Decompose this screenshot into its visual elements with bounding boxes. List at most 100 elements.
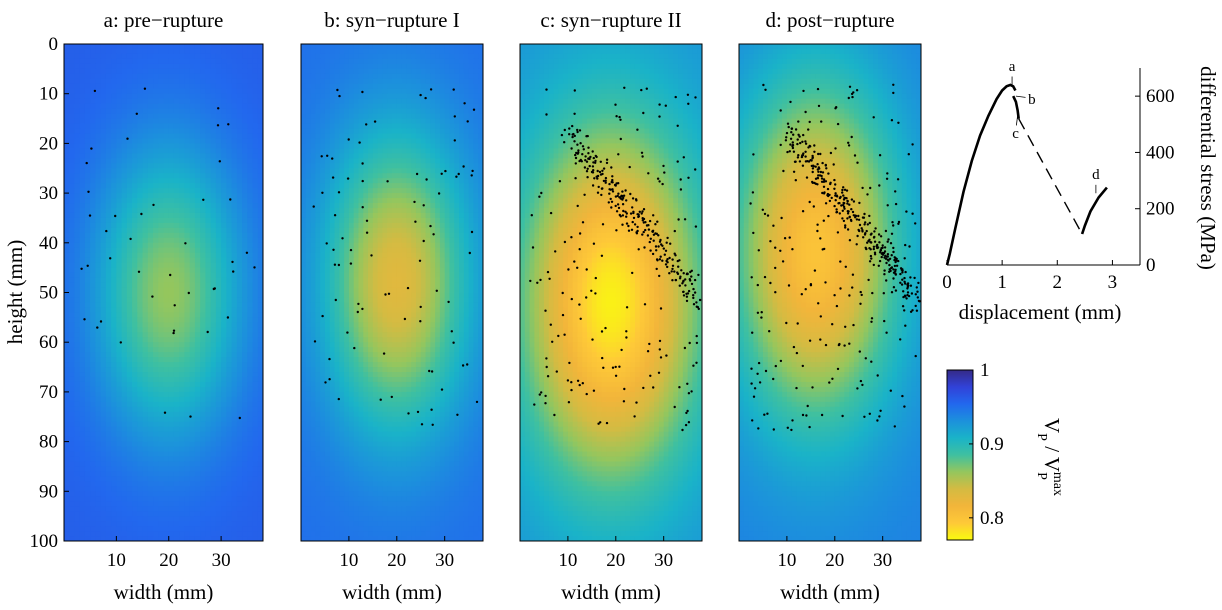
heatmap-cell xyxy=(164,133,170,139)
heatmap-cell xyxy=(301,64,306,70)
heatmap-cell xyxy=(137,248,143,254)
heatmap-cell xyxy=(64,516,70,522)
heatmap-cell xyxy=(226,288,232,294)
heatmap-cell xyxy=(190,79,196,85)
heatmap-cell xyxy=(421,74,426,80)
heatmap-cell xyxy=(80,64,86,70)
heatmap-cell xyxy=(216,427,222,433)
heatmap-cell xyxy=(344,168,349,174)
heatmap-cell xyxy=(232,64,238,70)
heatmap-cell xyxy=(80,153,86,159)
heatmap-cell xyxy=(95,183,101,189)
heatmap-cell xyxy=(416,44,421,50)
heatmap-cell xyxy=(74,213,80,219)
heatmap-cell xyxy=(449,178,454,184)
y-tick-label: 50 xyxy=(39,283,58,304)
heatmap-cell xyxy=(90,447,96,453)
heatmap-cell xyxy=(95,273,101,279)
heatmap-cell xyxy=(200,312,206,318)
heatmap-cell xyxy=(469,54,474,60)
heatmap-cell xyxy=(101,263,107,269)
heatmap-cell xyxy=(85,54,91,60)
heatmap-cell xyxy=(127,243,133,249)
heatmap-cell xyxy=(195,312,201,318)
heatmap-cell xyxy=(174,79,180,85)
heatmap-cell xyxy=(247,496,253,502)
heatmap-cell xyxy=(179,238,185,244)
heatmap-cell xyxy=(205,347,211,353)
heatmap-cell xyxy=(373,114,378,120)
heatmap-cell xyxy=(237,74,243,80)
heatmap-cell xyxy=(90,452,96,458)
heatmap-cell xyxy=(127,168,133,174)
heatmap-cell xyxy=(116,412,122,418)
heatmap-cell xyxy=(158,293,164,299)
heatmap-cell xyxy=(195,362,201,368)
heatmap-cell xyxy=(127,501,133,507)
heatmap-cell xyxy=(153,307,159,313)
heatmap-cell xyxy=(216,417,222,423)
heatmap-cell xyxy=(90,109,96,115)
heatmap-cell xyxy=(242,382,248,388)
heatmap-cell xyxy=(90,293,96,299)
heatmap-cell xyxy=(211,437,217,443)
heatmap-cell xyxy=(195,99,201,105)
heatmap-cell xyxy=(174,457,180,463)
heatmap-cell xyxy=(435,153,440,159)
heatmap-cell xyxy=(435,178,440,184)
heatmap-cell xyxy=(169,382,175,388)
heatmap-cell xyxy=(195,109,201,115)
heatmap-cell xyxy=(122,486,128,492)
heatmap-cell xyxy=(216,173,222,179)
heatmap-cell xyxy=(164,352,170,358)
heatmap-cell xyxy=(247,258,253,264)
heatmap-cell xyxy=(95,377,101,383)
heatmap-cell xyxy=(169,362,175,368)
heatmap-cell xyxy=(169,466,175,472)
ae-event xyxy=(169,274,171,276)
heatmap-cell xyxy=(232,49,238,55)
heatmap-cell xyxy=(190,297,196,303)
heatmap-cell xyxy=(205,521,211,527)
heatmap-cell xyxy=(80,516,86,522)
heatmap-cell xyxy=(74,417,80,423)
heatmap-cell xyxy=(237,84,243,90)
heatmap-cell xyxy=(237,531,243,537)
heatmap-cell xyxy=(315,109,320,115)
heatmap-cell xyxy=(85,526,91,532)
heatmap-cell xyxy=(216,69,222,75)
heatmap-cell xyxy=(237,461,243,467)
heatmap-cell xyxy=(200,143,206,149)
heatmap-cell xyxy=(148,148,154,154)
heatmap-cell xyxy=(111,526,117,532)
heatmap-cell xyxy=(148,74,154,80)
heatmap-cell xyxy=(74,238,80,244)
heatmap-cell xyxy=(190,253,196,259)
heatmap-cell xyxy=(247,332,253,338)
heatmap-cell xyxy=(373,49,378,55)
heatmap-cell xyxy=(464,64,469,70)
heatmap-cell xyxy=(449,99,454,105)
heatmap-cell xyxy=(406,64,411,70)
heatmap-cell xyxy=(143,461,149,467)
heatmap-cell xyxy=(387,59,392,65)
heatmap-cell xyxy=(74,481,80,487)
heatmap-cell xyxy=(200,99,206,105)
heatmap-cell xyxy=(74,307,80,313)
heatmap-cell xyxy=(242,114,248,120)
heatmap-cell xyxy=(216,476,222,482)
heatmap-cell xyxy=(335,44,340,50)
heatmap-cell xyxy=(74,362,80,368)
heatmap-cell xyxy=(169,168,175,174)
heatmap-cell xyxy=(101,297,107,303)
heatmap-cell xyxy=(306,59,311,65)
heatmap-cell xyxy=(148,163,154,169)
heatmap-cell xyxy=(358,173,363,179)
heatmap-cell xyxy=(111,193,117,199)
heatmap-cell xyxy=(179,158,185,164)
heatmap-cell xyxy=(169,258,175,264)
heatmap-cell xyxy=(153,293,159,299)
heatmap-cell xyxy=(164,84,170,90)
heatmap-cell xyxy=(95,173,101,179)
heatmap-cell xyxy=(330,44,335,50)
